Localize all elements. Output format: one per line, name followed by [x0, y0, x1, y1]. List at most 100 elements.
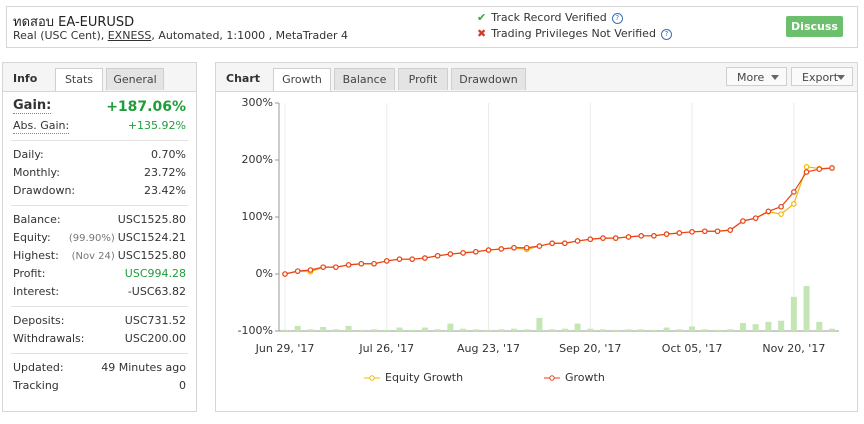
separator [11, 306, 188, 307]
bar [625, 329, 632, 331]
bar [332, 329, 339, 331]
broker-link[interactable]: EXNESS [107, 29, 152, 42]
info-panel: Info Stats General Gain: +187.06% Abs. Gain:… [2, 62, 197, 412]
point [282, 271, 288, 277]
tab[interactable]: Growth [273, 68, 331, 91]
check-icon: ✔ [477, 11, 487, 24]
bar [816, 321, 823, 331]
y-tick-label: 200% [242, 153, 273, 166]
point [574, 238, 581, 244]
stat-value-text: 23.42% [144, 184, 186, 197]
stat-row: Updated: 49 Minutes ago [11, 359, 188, 377]
bar [574, 323, 581, 331]
point [829, 165, 835, 171]
help-icon[interactable]: ? [660, 28, 672, 40]
bar [638, 329, 645, 331]
dropdown-button[interactable]: Export [791, 67, 853, 86]
bar [829, 328, 835, 331]
point [498, 246, 505, 252]
bar [396, 327, 403, 331]
stat-row: Deposits: USC731.52 [11, 312, 188, 330]
bar [561, 328, 568, 331]
point [536, 243, 543, 249]
stat-value-text: USC1524.21 [117, 231, 186, 244]
point [803, 164, 810, 170]
bar [701, 329, 708, 331]
stat-row: Withdrawals: USC200.00 [11, 330, 188, 348]
x-tick-label: Oct 05, '17 [662, 342, 723, 355]
bar [434, 329, 441, 331]
stat-label: Withdrawals: [13, 332, 85, 345]
point [612, 235, 619, 241]
stat-value: +135.92% [128, 117, 186, 135]
x-tick-label: Sep 20, '17 [559, 342, 621, 355]
bar [790, 296, 797, 331]
point [549, 240, 555, 247]
stat-value-text: -USC63.82 [127, 285, 186, 298]
series-line [284, 166, 833, 275]
separator [11, 353, 188, 354]
y-tick-label: -100% [238, 324, 273, 337]
stat-value: 0 [179, 377, 186, 395]
chart: Jun 29, '17 Jul 26, '17 Aug 23, '17 Sep 20,… [238, 96, 839, 384]
stat-label: Drawdown: [13, 184, 76, 197]
stat-value: 0.70% [151, 146, 186, 164]
bar [587, 328, 594, 331]
stat-value: USC1525.80 [118, 211, 186, 229]
x-tick-label: Jul 26, '17 [358, 342, 414, 355]
point [651, 233, 657, 239]
discuss-button[interactable]: Discuss [786, 16, 843, 37]
bar [752, 324, 759, 331]
dropdown-button[interactable]: More [726, 67, 787, 86]
stat-row: Interest: -USC63.82 [11, 283, 188, 301]
y-tick-label: 300% [242, 96, 273, 109]
stat-label: Deposits: [13, 314, 65, 327]
verified-text: Track Record Verified [491, 11, 607, 24]
stat-value-text: +187.06% [106, 99, 186, 115]
bar [307, 329, 314, 331]
tab[interactable]: Drawdown [451, 68, 526, 90]
stat-label: Highest: [13, 249, 59, 262]
bar [536, 317, 543, 331]
stat-label: Abs. Gain: [13, 119, 70, 134]
bar [778, 320, 785, 331]
bar [485, 329, 492, 331]
bar [523, 329, 530, 331]
point [383, 258, 390, 264]
point [587, 236, 594, 243]
point [333, 264, 339, 270]
point [816, 166, 823, 172]
account-subtitle: Real (USC Cent), EXNESS, Automated, 1:10… [13, 29, 348, 42]
point [689, 229, 695, 235]
tab-heading: Info [13, 72, 38, 85]
legend-label: Equity Growth [385, 371, 463, 384]
stat-row: Monthly: 23.72% [11, 164, 188, 182]
bar [714, 329, 721, 331]
stat-value-text: 49 Minutes ago [101, 361, 186, 374]
info-tabs: Info Stats General [3, 63, 196, 92]
not-verified-text: Trading Privileges Not Verified [491, 27, 656, 40]
point [778, 203, 784, 210]
point [358, 260, 365, 267]
bar [727, 329, 734, 331]
point [320, 264, 326, 270]
series-line [284, 167, 833, 275]
stat-value: USC994.28 [125, 265, 186, 283]
stat-value: (99.90%) USC1524.21 [69, 229, 186, 248]
help-icon[interactable]: ? [611, 12, 623, 24]
tab[interactable]: General [106, 68, 164, 90]
stat-label: Updated: [13, 361, 64, 374]
point [676, 230, 683, 236]
bar [689, 326, 696, 331]
tab[interactable]: Balance [334, 68, 395, 90]
stat-note: (99.90%) [68, 233, 115, 244]
tab[interactable]: Stats [55, 68, 103, 91]
stat-value: 49 Minutes ago [101, 359, 186, 377]
point [714, 228, 721, 235]
bar [447, 323, 454, 331]
point [803, 169, 810, 175]
stat-note: (Nov 24) [71, 251, 115, 262]
bar [294, 325, 301, 331]
bar [320, 327, 327, 331]
tab[interactable]: Profit [398, 68, 448, 90]
